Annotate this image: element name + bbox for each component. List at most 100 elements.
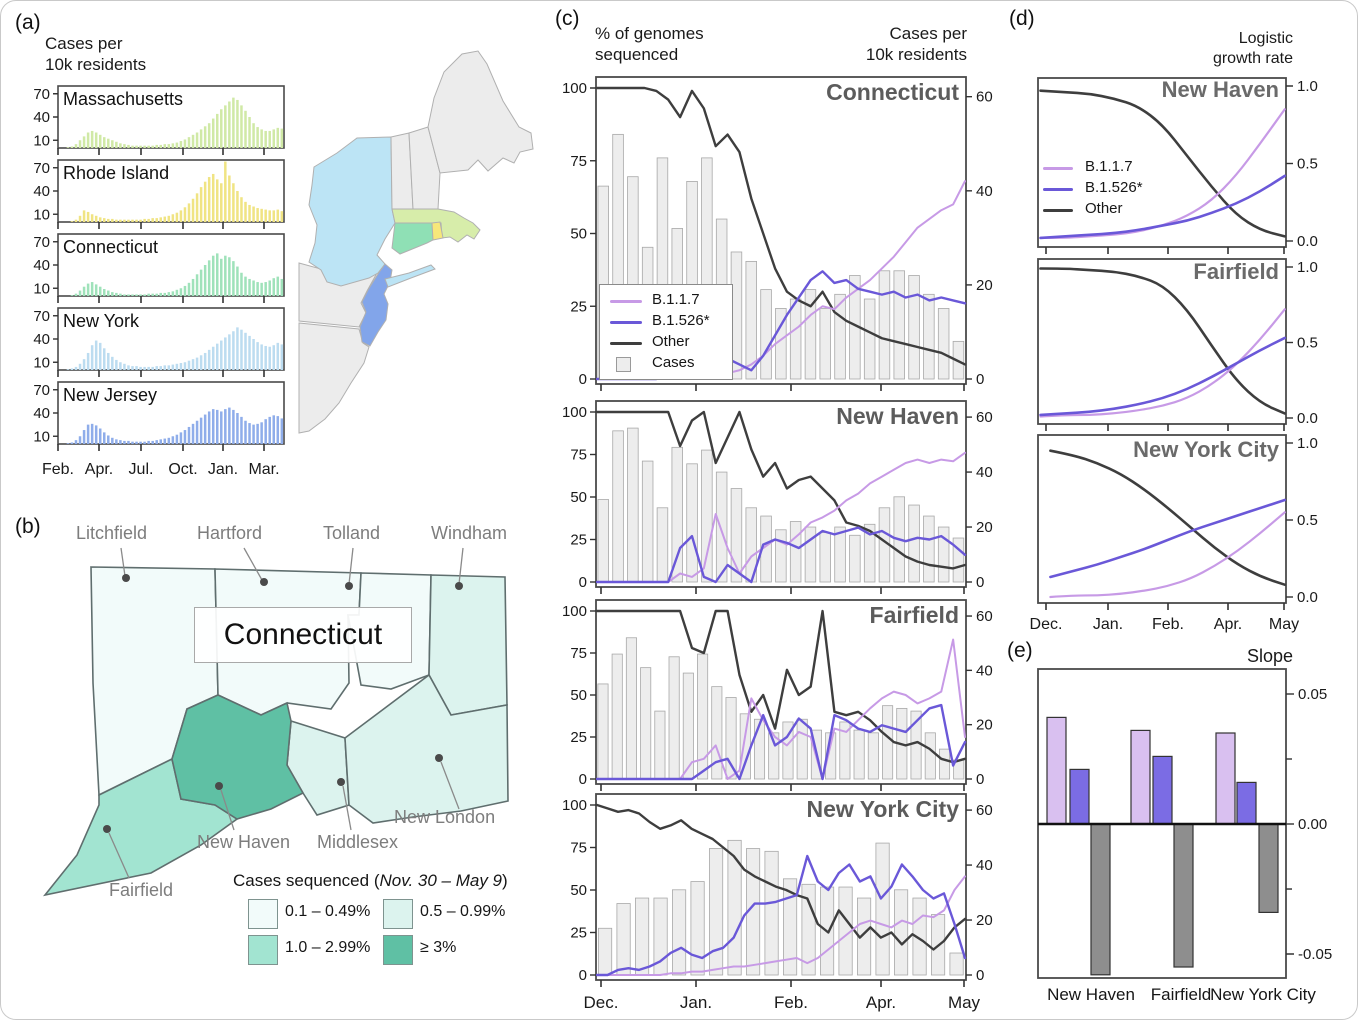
svg-text:60: 60 — [976, 409, 993, 426]
pc-right-title-2: 10k residents — [865, 45, 967, 64]
svg-text:75: 75 — [570, 153, 587, 170]
svg-text:10: 10 — [33, 206, 50, 223]
svg-text:40: 40 — [33, 331, 50, 348]
panel-c-legend: B.1.1.7 B.1.526* Other Cases — [599, 284, 733, 380]
panel-c-left-axis-title: % of genomes sequenced — [595, 23, 704, 65]
cases-legend-label: Cases — [652, 354, 695, 371]
county-label-windham: Windham — [431, 523, 508, 543]
svg-text:1.0: 1.0 — [1297, 78, 1318, 95]
svg-text:0.0: 0.0 — [1297, 410, 1318, 427]
svg-text:20: 20 — [976, 277, 993, 294]
pc-left-title-2: sequenced — [595, 45, 679, 64]
svg-text:40: 40 — [33, 183, 50, 200]
panel-d-axis-title: Logistic growth rate — [1151, 29, 1293, 69]
pc-left-title-1: % of genomes — [595, 24, 704, 43]
svg-text:0.5: 0.5 — [1297, 512, 1318, 529]
growth-title-new-haven: New Haven — [1161, 77, 1279, 102]
legend-swatch-1 — [248, 899, 278, 929]
svg-text:20: 20 — [976, 717, 993, 734]
state-label-new-jersey: New Jersey — [63, 385, 158, 405]
svg-text:0: 0 — [976, 771, 984, 788]
other-legend-label: Other — [652, 333, 690, 350]
d-other-line-swatch — [1043, 209, 1073, 212]
svg-text:40: 40 — [33, 405, 50, 422]
svg-text:10: 10 — [33, 132, 50, 149]
svg-text:0: 0 — [976, 967, 984, 984]
svg-text:May: May — [948, 993, 981, 1012]
svg-text:100: 100 — [562, 603, 587, 620]
state-label-connecticut: Connecticut — [63, 237, 159, 257]
svg-text:Feb.: Feb. — [774, 993, 808, 1012]
county-shape-windham — [428, 574, 508, 716]
d-b1526-legend-label: B.1.526* — [1085, 179, 1143, 196]
panel-c-label: (c) — [555, 7, 580, 30]
svg-text:70: 70 — [33, 382, 50, 399]
subplot-title-new-york-city: New York City — [806, 796, 959, 822]
svg-text:50: 50 — [570, 226, 587, 243]
legend-row-other: Other — [600, 333, 732, 353]
state-label-new-york: New York — [63, 311, 140, 331]
svg-text:40: 40 — [33, 257, 50, 274]
svg-text:60: 60 — [976, 608, 993, 625]
svg-text:10: 10 — [33, 354, 50, 371]
legend-label-2: 0.5 – 0.99% — [420, 903, 506, 920]
svg-text:40: 40 — [33, 109, 50, 126]
svg-text:Apr.: Apr. — [866, 993, 896, 1012]
svg-text:Apr.: Apr. — [85, 461, 113, 478]
svg-text:Jul.: Jul. — [129, 461, 154, 478]
svg-text:0: 0 — [579, 771, 587, 788]
legend-label-4: ≥ 3% — [420, 939, 457, 956]
svg-text:-0.05: -0.05 — [1298, 946, 1332, 963]
pd-title-2: growth rate — [1212, 50, 1293, 67]
legend-label-1: 0.1 – 0.49% — [285, 903, 371, 920]
svg-text:Jan.: Jan. — [1093, 616, 1123, 633]
svg-text:75: 75 — [570, 840, 587, 857]
legend-row-b1526: B.1.526* — [600, 312, 732, 332]
panel-d-legend: B.1.1.7 B.1.526* Other — [1043, 158, 1193, 221]
map-state-massachusetts — [391, 208, 481, 243]
svg-text:60: 60 — [976, 802, 993, 819]
svg-text:0.0: 0.0 — [1297, 589, 1318, 606]
svg-text:25: 25 — [570, 925, 587, 942]
svg-text:Mar.: Mar. — [248, 461, 279, 478]
county-label-hartford: Hartford — [197, 523, 263, 543]
svg-text:Apr.: Apr. — [1214, 616, 1242, 633]
svg-text:May: May — [1269, 616, 1299, 633]
svg-text:50: 50 — [570, 489, 587, 506]
legend-swatch-2 — [383, 899, 413, 929]
state-label-rhode-island: Rhode Island — [63, 163, 170, 183]
map-state-new-york — [308, 136, 396, 287]
svg-text:0: 0 — [579, 574, 587, 591]
svg-text:70: 70 — [33, 308, 50, 325]
d-other-legend-label: Other — [1085, 200, 1123, 217]
svg-text:Feb.: Feb. — [1152, 616, 1184, 633]
county-label-new-haven: New Haven — [197, 832, 291, 852]
county-shape-new-haven — [171, 694, 305, 820]
svg-text:50: 50 — [570, 882, 587, 899]
svg-text:25: 25 — [570, 729, 587, 746]
map-state-long-island — [384, 264, 436, 288]
map-state-maine — [427, 50, 534, 174]
cases-box-swatch — [616, 357, 631, 372]
panel-a-label: (a) — [15, 11, 41, 34]
connecticut-county-map — [42, 547, 509, 897]
panel-b-label: (b) — [15, 515, 41, 538]
slope-label-new-york-city: New York City — [1210, 985, 1316, 1004]
county-shape-middlesex — [286, 719, 350, 816]
d-b1526-line-swatch — [1043, 188, 1073, 191]
panel-c-right-axis-title: Cases per 10k residents — [801, 23, 967, 65]
svg-text:Feb.: Feb. — [42, 461, 74, 478]
growth-title-new-york-city: New York City — [1133, 437, 1279, 462]
svg-text:10: 10 — [33, 428, 50, 445]
svg-text:0: 0 — [976, 574, 984, 591]
b117-legend-label: B.1.1.7 — [652, 291, 700, 308]
slope-label-new-haven: New Haven — [1047, 985, 1135, 1004]
svg-text:0.00: 0.00 — [1298, 816, 1327, 833]
svg-text:40: 40 — [976, 464, 993, 481]
panel-a-charts: 70 40 10 70 40 10 70 40 10 70 40 10 70 40 10 Feb. Apr. Ju… — [33, 85, 285, 478]
svg-text:Jan.: Jan. — [208, 461, 238, 478]
slope-label-fairfield: Fairfield — [1150, 985, 1212, 1004]
d-b117-legend-label: B.1.1.7 — [1085, 158, 1133, 175]
county-label-litchfield: Litchfield — [76, 523, 148, 543]
panel-a-axis-title: Cases per 10k residents — [45, 33, 146, 75]
